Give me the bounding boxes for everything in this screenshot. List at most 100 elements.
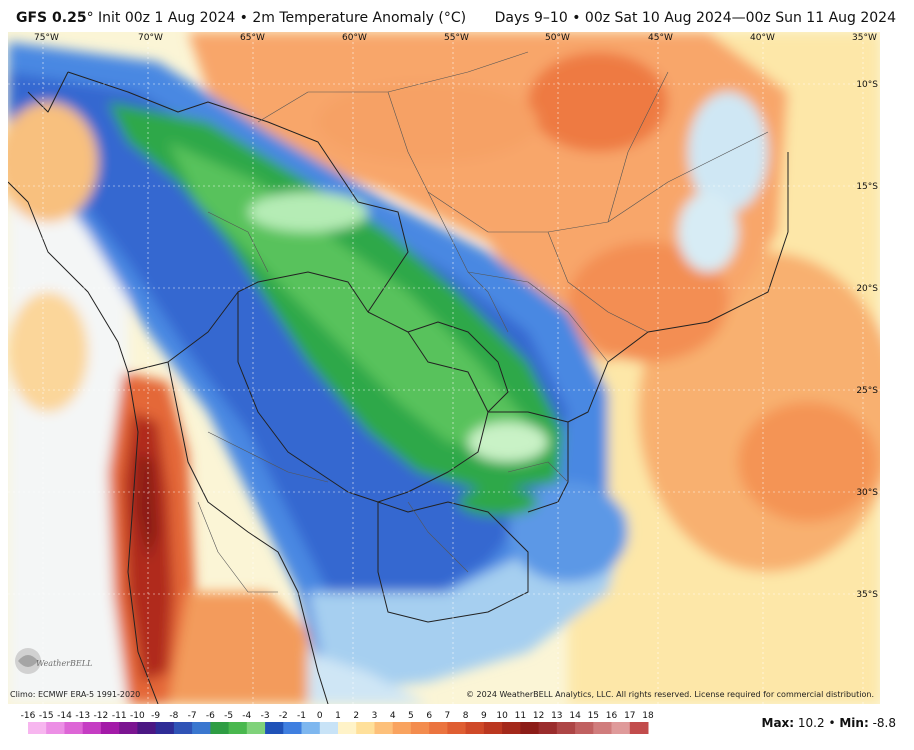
- lon-label: 50°W: [545, 33, 570, 43]
- scale-tick-label: -7: [188, 711, 197, 721]
- scale-swatch: [502, 722, 521, 734]
- lat-label: 25°S: [856, 386, 878, 396]
- scale-tick-label: -5: [224, 711, 233, 721]
- lat-label: 10°S: [856, 80, 878, 90]
- scale-tick-label: -13: [75, 711, 90, 721]
- scale-swatch: [593, 722, 612, 734]
- min-value: -8.8: [868, 716, 896, 730]
- separator: •: [824, 716, 840, 730]
- scale-tick-label: -15: [39, 711, 54, 721]
- scale-tick-label: 7: [445, 711, 451, 721]
- scale-tick-label: 9: [481, 711, 487, 721]
- scale-tick-label: -3: [261, 711, 270, 721]
- copyright-note: © 2024 WeatherBELL Analytics, LLC. All r…: [466, 690, 874, 699]
- scale-swatch: [82, 722, 102, 734]
- scale-swatch: [447, 722, 467, 734]
- scale-tick-label: 8: [463, 711, 469, 721]
- scale-swatch: [538, 722, 558, 734]
- scale-tick-label: 3: [372, 711, 378, 721]
- scale-swatch: [483, 722, 503, 734]
- scale-swatch: [410, 722, 430, 734]
- scale-swatch: [465, 722, 485, 734]
- scale-swatch: [228, 722, 248, 734]
- scale-tick-label: -4: [242, 711, 251, 721]
- scale-swatch: [283, 722, 302, 734]
- scale-swatch: [155, 722, 175, 734]
- scale-tick-label: -14: [57, 711, 72, 721]
- min-label: Min:: [839, 716, 869, 730]
- scale-tick-label: -10: [130, 711, 145, 721]
- scale-swatch: [192, 722, 211, 734]
- scale-swatch: [246, 722, 266, 734]
- lon-label: 70°W: [138, 33, 163, 43]
- scale-tick-label: -6: [206, 711, 215, 721]
- lon-label: 35°W: [852, 33, 877, 43]
- scale-swatch: [119, 722, 138, 734]
- scale-swatch: [611, 722, 631, 734]
- scale-swatch: [210, 722, 230, 734]
- degree-mark: °: [86, 10, 94, 26]
- color-scale-legend: -16 -15 -14 -13 -12 -11 -10 -9 -8 -7 -6 -5 -4 -3 -2 -1 0…: [21, 711, 654, 734]
- scale-tick-label: 10: [496, 711, 508, 721]
- scale-swatch: [173, 722, 193, 734]
- temperature-anomaly-map[interactable]: 75°W 70°W 65°W 60°W 55°W 50°W 45°W 40°W …: [8, 32, 880, 704]
- scale-tick-label: 5: [408, 711, 414, 721]
- climo-note: Climo: ECMWF ERA-5 1991-2020: [10, 690, 141, 699]
- chart-title: GFS 0.25° Init 00z 1 Aug 2024 • 2m Tempe…: [16, 10, 466, 26]
- svg-text:WeatherBELL: WeatherBELL: [36, 659, 92, 668]
- scale-swatch: [265, 722, 284, 734]
- lon-label: 75°W: [34, 33, 59, 43]
- scale-swatch: [301, 722, 321, 734]
- lon-label: 60°W: [342, 33, 367, 43]
- lon-label: 55°W: [444, 33, 469, 43]
- lon-label: 65°W: [240, 33, 265, 43]
- scale-swatch: [319, 722, 339, 734]
- scale-tick-label: 18: [642, 711, 654, 721]
- scale-tick-label: -12: [94, 711, 109, 721]
- scale-swatch: [392, 722, 412, 734]
- scale-tick-label: 13: [551, 711, 562, 721]
- scale-tick-label: 0: [317, 711, 323, 721]
- anomaly-field: [8, 32, 880, 704]
- lat-label: 20°S: [856, 284, 878, 294]
- lat-label: 35°S: [856, 590, 878, 600]
- scale-swatch: [28, 722, 47, 734]
- model-name: GFS 0.25: [16, 10, 87, 26]
- scale-swatch: [575, 722, 594, 734]
- scale-tick-label: 6: [426, 711, 432, 721]
- scale-tick-label: 11: [515, 711, 526, 721]
- latitude-labels: 10°S 15°S 20°S 25°S 30°S 35°S: [856, 80, 878, 600]
- scale-swatch: [46, 722, 65, 734]
- scale-swatch: [100, 722, 120, 734]
- scale-tick-label: 17: [624, 711, 635, 721]
- graticule: [8, 32, 880, 704]
- max-label: Max:: [761, 716, 795, 730]
- scale-swatch: [338, 722, 357, 734]
- scale-swatch: [64, 722, 84, 734]
- scale-tick-label: 2: [353, 711, 359, 721]
- scale-tick-label: 1: [335, 711, 341, 721]
- scale-tick-label: 4: [390, 711, 396, 721]
- scale-swatch: [137, 722, 157, 734]
- scale-tick-label: 12: [533, 711, 544, 721]
- max-min-readout: Max: 10.2 • Min: -8.8: [762, 716, 896, 730]
- scale-swatch: [556, 722, 576, 734]
- scale-tick-label: -1: [297, 711, 306, 721]
- lon-label: 40°W: [750, 33, 775, 43]
- scale-tick-label: -8: [169, 711, 178, 721]
- scale-swatch: [356, 722, 375, 734]
- scale-tick-label: 15: [588, 711, 599, 721]
- scale-swatch: [629, 722, 649, 734]
- weatherbell-logo-icon: WeatherBELL: [15, 648, 92, 674]
- scale-tick-label: -2: [279, 711, 288, 721]
- init-info: Init 00z 1 Aug 2024 • 2m Temperature Ano…: [93, 10, 467, 26]
- scale-tick-label: -16: [21, 711, 36, 721]
- lon-label: 45°W: [648, 33, 673, 43]
- header: GFS 0.25° Init 00z 1 Aug 2024 • 2m Tempe…: [0, 0, 914, 32]
- scale-swatch: [520, 722, 540, 734]
- scale-tick-label: -11: [112, 711, 127, 721]
- scale-tick-label: -9: [151, 711, 160, 721]
- valid-period: Days 9–10 • 00z Sat 10 Aug 2024—00z Sun …: [494, 10, 896, 26]
- scale-swatch: [374, 722, 394, 734]
- scale-tick-label: 16: [606, 711, 618, 721]
